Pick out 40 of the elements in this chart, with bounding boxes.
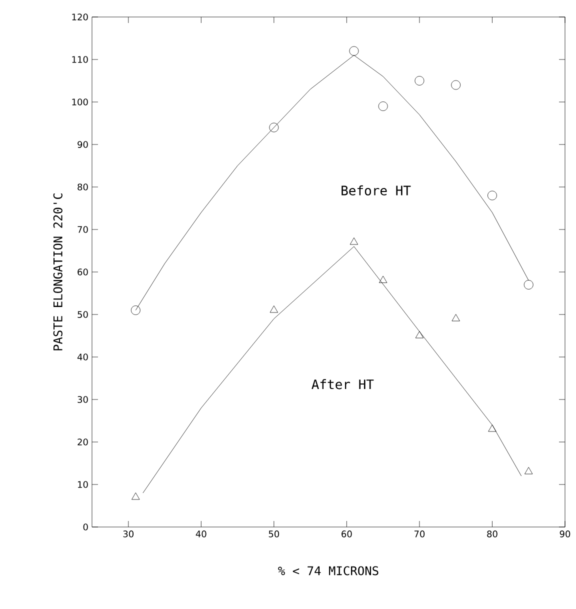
- y-tick-label: 0: [83, 524, 88, 530]
- x-tick-label: 90: [560, 530, 570, 538]
- annotation: Before HT: [342, 185, 411, 196]
- annotation: After HT: [312, 379, 374, 390]
- point: [349, 46, 359, 56]
- x-tick-label: 50: [268, 530, 280, 538]
- point: [452, 314, 460, 322]
- point: [524, 280, 534, 290]
- y-tick-label: 10: [78, 481, 88, 488]
- point: [415, 331, 424, 338]
- y-tick-label: 30: [78, 396, 88, 403]
- point: [378, 102, 388, 111]
- point: [269, 122, 279, 132]
- y-tick-label: 20: [78, 438, 88, 446]
- y-tick-label: 50: [78, 311, 88, 318]
- y-tick-label: 110: [72, 56, 88, 63]
- y-tick-label: 100: [72, 98, 88, 106]
- point: [270, 306, 278, 313]
- point: [132, 492, 140, 500]
- y-axis-title: PASTE ELONGATION 220'C: [53, 193, 62, 350]
- x-tick-label: 70: [414, 530, 425, 538]
- x-axis-title: % < 74 MICRONS: [278, 566, 378, 576]
- x-tick-label: 60: [342, 530, 352, 538]
- y-tick-label: 60: [78, 268, 88, 276]
- x-tick-label: 40: [196, 530, 206, 538]
- point: [451, 80, 461, 90]
- point: [414, 76, 424, 86]
- point: [350, 238, 358, 245]
- y-tick-label: 70: [78, 226, 88, 233]
- x-tick-label: 30: [123, 530, 134, 538]
- y-tick-label: 120: [72, 14, 88, 20]
- point: [378, 276, 388, 283]
- point: [488, 424, 496, 432]
- point: [130, 306, 140, 315]
- y-tick-label: 40: [77, 354, 88, 360]
- x-tick-label: 80: [487, 530, 498, 538]
- point: [524, 467, 533, 474]
- point: [488, 190, 497, 200]
- y-tick-label: 90: [78, 141, 88, 148]
- y-tick-label: 80: [78, 184, 88, 190]
